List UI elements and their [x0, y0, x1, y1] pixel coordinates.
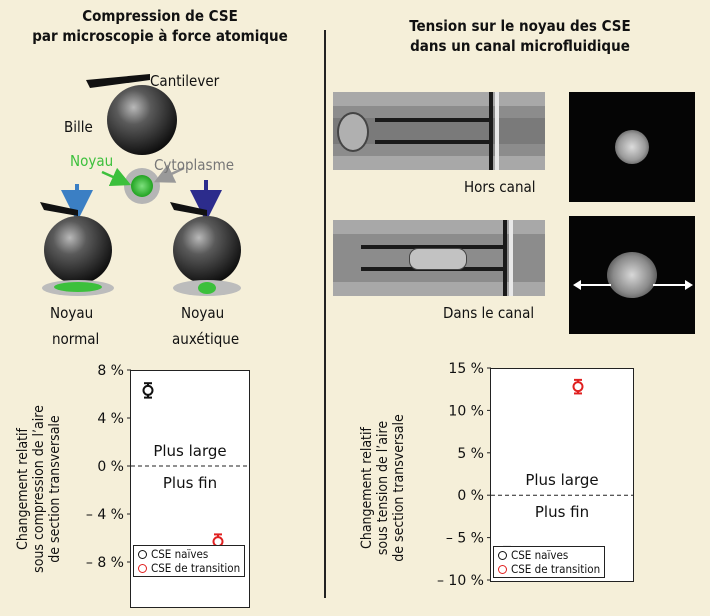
cantilever-right [170, 202, 207, 216]
legend-ring-naives [138, 549, 147, 559]
tick-label: 15 % [448, 361, 484, 377]
tick-label: – 8 % [86, 555, 124, 571]
label-noyau-aux-1: Noyau [181, 304, 225, 322]
annotation-plus-fin: Plus fin [535, 503, 589, 521]
tick-label: 0 % [457, 488, 484, 504]
bead-right [173, 216, 241, 284]
arrow-cytoplasme [153, 164, 185, 183]
micrograph-fluo-outside [569, 92, 695, 202]
label-noyau-normal-2: normal [52, 330, 100, 348]
label-hors-canal: Hors canal [464, 178, 536, 196]
chart-compression: Changement relatif sous compression de l… [0, 360, 320, 616]
left-title: Compression de CSE par microscopie à for… [32, 7, 288, 45]
tick-label: – 10 % [437, 573, 484, 589]
tick-label: 4 % [97, 411, 124, 427]
chart-tension: Changement relatif sous tension de l’air… [330, 360, 710, 616]
cantilever-shape [86, 74, 150, 88]
micrograph-fluo-inside [569, 216, 695, 334]
tick-label: 5 % [457, 446, 484, 462]
tick-label: 0 % [97, 459, 124, 475]
chart-tension-svg: 15 % 10 % 5 % 0 % – 5 % – 10 % Plus large Plus … [437, 361, 633, 589]
annotation-plus-large: Plus large [153, 442, 226, 460]
legend-transition: CSE de transition [151, 561, 241, 575]
chart-compression-legend: CSE naïves CSE de transition [133, 545, 246, 577]
tick-label: – 4 % [86, 507, 124, 523]
cantilever-left [40, 202, 78, 216]
nucleus-flat-right [198, 282, 216, 294]
legend-ring-transition-2 [498, 564, 507, 574]
label-noyau: Noyau [70, 152, 114, 170]
legend-naives: CSE naïves [151, 547, 209, 561]
legend-naives-2: CSE naïves [511, 548, 569, 562]
right-title: Tension sur le noyau des CSE dans un can… [409, 17, 631, 55]
label-cantilever: Cantilever [150, 72, 220, 90]
label-cytoplasme: Cytoplasme [154, 156, 235, 174]
label-noyau-normal-1: Noyau [50, 304, 94, 322]
nucleus-flat-left [54, 282, 102, 292]
bead-left [44, 216, 112, 284]
data-point [142, 384, 154, 396]
label-noyau-aux-2: auxétique [172, 330, 240, 348]
annotation-plus-large: Plus large [525, 471, 598, 489]
bead-top [107, 85, 177, 155]
micrograph-channel-outside [333, 92, 545, 170]
label-dans-canal: Dans le canal [443, 304, 535, 322]
legend-transition-2: CSE de transition [511, 562, 601, 576]
legend-ring-transition [138, 563, 147, 573]
label-bille: Bille [64, 118, 93, 136]
chart-tension-legend: CSE naïves CSE de transition [493, 546, 606, 578]
micrograph-channel-inside [333, 220, 545, 296]
data-point [572, 381, 584, 393]
tick-label: 8 % [97, 363, 124, 379]
afm-diagram [40, 74, 241, 296]
panel-divider [324, 30, 326, 598]
annotation-plus-fin: Plus fin [163, 474, 217, 492]
tick-label: 10 % [448, 403, 484, 419]
arrow-noyau [101, 167, 132, 187]
legend-ring-naives-2 [498, 550, 507, 560]
tick-label: – 5 % [446, 531, 484, 547]
chart-compression-svg: 8 % 4 % 0 % – 4 % – 8 % Plus large Plus fin [86, 363, 249, 571]
cell-nucleus [131, 175, 153, 197]
